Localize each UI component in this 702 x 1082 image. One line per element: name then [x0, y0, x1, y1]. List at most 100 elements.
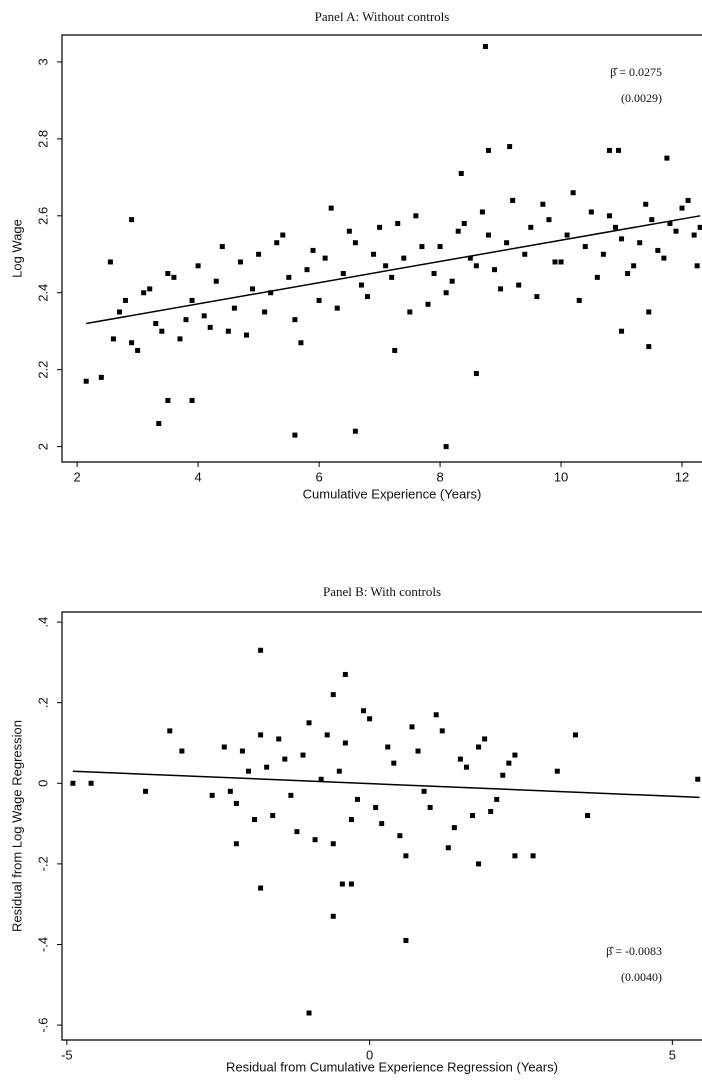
point	[221, 744, 227, 750]
point	[685, 197, 691, 203]
y-tick-label: .4	[35, 617, 50, 628]
point	[576, 297, 582, 303]
point	[280, 232, 286, 238]
point	[262, 309, 268, 315]
point	[594, 274, 600, 280]
y-tick-label: 2.8	[35, 130, 50, 148]
point	[616, 147, 622, 153]
point	[88, 780, 94, 786]
point	[433, 712, 439, 718]
point	[504, 240, 510, 246]
point	[516, 282, 522, 288]
point	[646, 344, 652, 350]
y-tick-label: -.4	[35, 937, 50, 952]
point	[403, 937, 409, 943]
point	[679, 205, 685, 211]
point	[286, 274, 292, 280]
point	[310, 247, 316, 253]
point	[558, 259, 564, 265]
point	[697, 224, 702, 230]
point	[361, 708, 367, 714]
point	[256, 251, 262, 257]
point	[233, 800, 239, 806]
point	[664, 155, 670, 161]
point	[600, 251, 606, 257]
y-tick-label: 3	[35, 58, 50, 65]
point	[530, 853, 536, 859]
point	[443, 444, 449, 450]
point	[540, 201, 546, 207]
point	[485, 232, 491, 238]
point	[522, 251, 528, 257]
point	[258, 732, 264, 738]
point	[189, 397, 195, 403]
x-tick-label: 8	[436, 469, 443, 484]
point	[304, 267, 310, 273]
point	[409, 724, 415, 730]
point	[348, 881, 354, 887]
point	[691, 232, 697, 238]
point	[528, 224, 534, 230]
point	[507, 144, 513, 150]
point	[330, 913, 336, 919]
point	[245, 768, 251, 774]
point	[449, 278, 455, 284]
point	[485, 147, 491, 153]
point	[554, 768, 560, 774]
point	[330, 841, 336, 847]
point	[401, 255, 407, 261]
point	[189, 297, 195, 303]
point	[427, 804, 433, 810]
point	[373, 804, 379, 810]
point	[510, 197, 516, 203]
y-tick-label: -.6	[35, 1018, 50, 1033]
x-tick-label: 6	[315, 469, 322, 484]
point	[213, 278, 219, 284]
point	[482, 736, 488, 742]
point	[258, 647, 264, 653]
point	[619, 328, 625, 334]
annotation: (0.0029)	[621, 91, 662, 105]
y-tick-label: 2.4	[35, 284, 50, 302]
point	[270, 813, 276, 819]
point	[219, 244, 225, 250]
x-axis-label: Residual from Cumulative Experience Regr…	[226, 1059, 558, 1074]
point	[179, 748, 185, 754]
point	[324, 732, 330, 738]
point	[129, 217, 135, 223]
point	[116, 309, 122, 315]
point	[252, 817, 258, 823]
x-tick-label: 12	[675, 469, 689, 484]
point	[494, 796, 500, 802]
point	[407, 309, 413, 315]
point	[482, 44, 488, 50]
point	[476, 861, 482, 867]
point	[391, 760, 397, 766]
point	[318, 776, 324, 782]
x-tick-label: 4	[194, 469, 201, 484]
point	[461, 220, 467, 226]
point	[250, 286, 256, 292]
point	[141, 290, 147, 296]
point	[413, 213, 419, 219]
point	[135, 347, 141, 353]
y-tick-label: 2	[35, 443, 50, 450]
point	[619, 236, 625, 242]
point	[455, 228, 461, 234]
point	[165, 397, 171, 403]
point	[233, 841, 239, 847]
point	[276, 736, 282, 742]
point	[70, 780, 76, 786]
point	[439, 728, 445, 734]
point	[294, 829, 300, 835]
point	[498, 286, 504, 292]
point	[649, 217, 655, 223]
point	[392, 347, 398, 353]
panel-title: Panel B: With controls	[323, 584, 441, 599]
point	[694, 263, 700, 269]
point	[328, 205, 334, 211]
point	[156, 421, 162, 427]
point	[110, 336, 116, 342]
panel-title: Panel A: Without controls	[315, 9, 450, 24]
point	[492, 267, 498, 273]
